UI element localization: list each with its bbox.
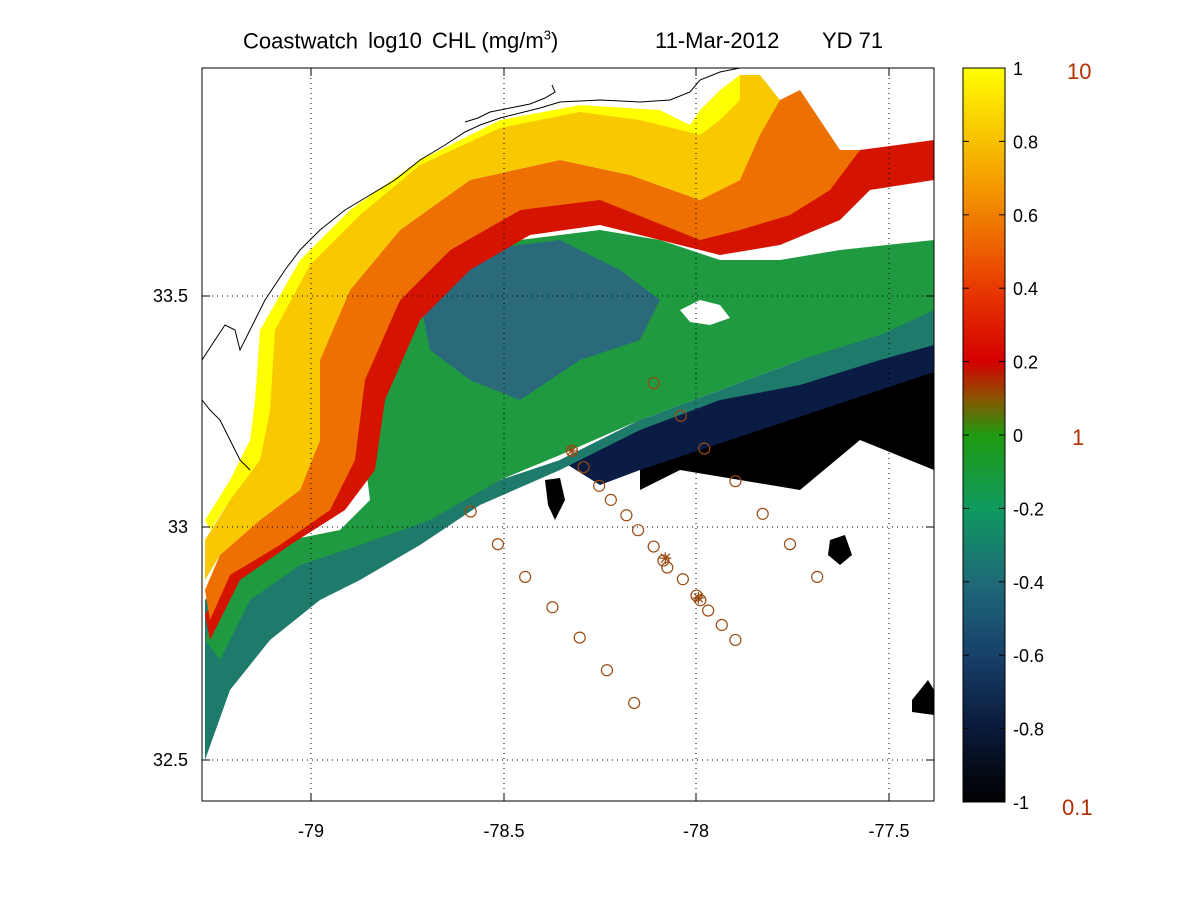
station-circle-marker bbox=[661, 561, 674, 574]
station-circle-marker bbox=[676, 573, 689, 586]
station-circle-marker bbox=[600, 664, 614, 677]
station-circle-marker bbox=[491, 538, 505, 551]
colorbar-linear-label-mid: 1 bbox=[1072, 425, 1084, 450]
colorbar-tick-label: 1 bbox=[1013, 59, 1023, 79]
station-circle-marker bbox=[715, 618, 728, 632]
station-circle-marker bbox=[647, 540, 660, 553]
title-product: Coastwatch bbox=[243, 28, 358, 54]
colorbar-tick-label: 0.8 bbox=[1013, 132, 1038, 152]
station-markers bbox=[464, 377, 824, 710]
station-circle-marker bbox=[464, 505, 477, 518]
title-units: (mg/m3) bbox=[481, 28, 559, 54]
map-ticks bbox=[202, 68, 934, 801]
station-circle-marker bbox=[702, 604, 715, 617]
colorbar-tick-label: 0.2 bbox=[1013, 353, 1038, 373]
cloud-gap bbox=[680, 300, 730, 325]
station-circle-marker bbox=[519, 570, 532, 583]
colorbar-tick-label: 0.6 bbox=[1013, 206, 1038, 226]
lat-tick-label: 32.5 bbox=[153, 750, 188, 770]
station-circle-marker bbox=[647, 377, 660, 390]
lat-tick-label: 33.5 bbox=[153, 286, 188, 306]
station-asterisk-marker bbox=[692, 591, 705, 604]
colorbar-linear-label-min: 0.1 bbox=[1062, 795, 1093, 820]
colorbar-tick-label: -0.2 bbox=[1013, 499, 1044, 519]
station-circle-marker bbox=[604, 493, 617, 506]
station-circle-marker bbox=[657, 554, 670, 567]
station-circle-marker bbox=[674, 409, 688, 422]
colorbar-tick-label: 0 bbox=[1013, 426, 1023, 446]
station-circle-marker bbox=[573, 631, 586, 644]
station-circle-marker bbox=[729, 633, 742, 647]
station-circle-marker bbox=[694, 594, 707, 607]
station-circle-marker bbox=[628, 696, 641, 710]
lon-tick-label: -77.5 bbox=[868, 821, 909, 841]
colorbar-tick-label: -0.6 bbox=[1013, 646, 1044, 666]
station-circle-marker bbox=[577, 461, 590, 474]
lat-tick-label: 33 bbox=[168, 517, 188, 537]
station-circle-marker bbox=[811, 570, 824, 583]
map-title-yearday: YD 71 bbox=[822, 28, 884, 53]
colorbar-tick-label: -0.8 bbox=[1013, 720, 1044, 740]
station-asterisk-marker bbox=[659, 552, 672, 565]
station-circle-marker bbox=[593, 479, 606, 492]
station-circle-marker bbox=[620, 509, 633, 522]
map-title-product: Coastwatch log10 CHL (mg/m3) bbox=[243, 28, 558, 54]
lon-tick-label: -79 bbox=[298, 821, 324, 841]
station-circle-marker bbox=[756, 507, 769, 520]
map-title-date: 11-Mar-2012 bbox=[655, 28, 780, 53]
map-grid bbox=[202, 68, 934, 801]
map-frame bbox=[201, 67, 935, 802]
title-name: CHL bbox=[432, 28, 476, 54]
colorbar-linear-label-max: 10 bbox=[1067, 59, 1091, 84]
station-circle-marker bbox=[631, 524, 645, 537]
colorbar-ticks: 1 0.8 0.6 0.4 0.2 0 -0.2 -0.4 -0.6 -0.8 -1 bbox=[963, 59, 1044, 813]
colorbar-tick-label: -1 bbox=[1013, 793, 1029, 813]
station-circle-marker bbox=[783, 538, 797, 551]
station-asterisk-marker bbox=[565, 444, 578, 457]
station-circle-marker bbox=[698, 442, 711, 455]
colorbar bbox=[962, 67, 1006, 803]
station-circle-marker bbox=[729, 475, 742, 488]
lon-tick-label: -78.5 bbox=[483, 821, 524, 841]
coastline bbox=[202, 68, 741, 361]
chlorophyll-raster bbox=[202, 68, 934, 801]
title-variable: log10 bbox=[368, 28, 422, 54]
station-circle-marker bbox=[546, 601, 559, 614]
colorbar-tick-label: -0.4 bbox=[1013, 573, 1044, 593]
land-area bbox=[202, 68, 740, 520]
lon-tick-label: -78 bbox=[683, 821, 709, 841]
colorbar-tick-label: 0.4 bbox=[1013, 279, 1038, 299]
